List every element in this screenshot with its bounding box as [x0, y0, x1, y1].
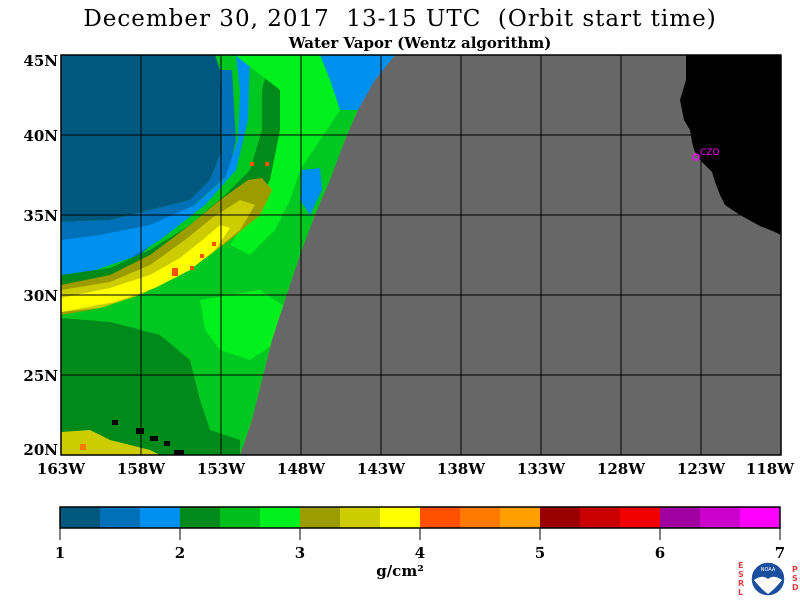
lat-label: 25N [23, 367, 58, 385]
map-frame [60, 54, 782, 456]
land-region [680, 55, 781, 235]
logo-letter: S [792, 574, 798, 583]
graticule [61, 55, 781, 455]
lon-label: 153W [196, 460, 246, 478]
lat-label: 40N [23, 127, 58, 145]
lat-label: 20N [23, 441, 58, 459]
map-subtitle: Water Vapor (Wentz algorithm) [288, 34, 552, 52]
lat-label: 45N [23, 52, 58, 70]
logo-letter: L [738, 588, 744, 597]
colorbar-unit: g/cm² [376, 562, 424, 580]
colorbar-tick-label: 7 [774, 544, 786, 562]
lat-label: 30N [23, 287, 58, 305]
logo-letter: S [738, 570, 744, 579]
lon-label: 143W [356, 460, 406, 478]
logo-letter: P [792, 565, 798, 574]
light-blue-band [61, 55, 250, 278]
lower-green [61, 318, 240, 455]
lon-label: 128W [596, 460, 646, 478]
orange-pixel [265, 162, 269, 166]
colorbar-tick-label: 2 [174, 544, 186, 562]
upper-blue-wedge [320, 55, 395, 110]
colorbar-tick-label: 1 [54, 544, 66, 562]
colorbar-tick-label: 4 [414, 544, 426, 562]
logo-letter: E [738, 561, 744, 570]
yellow-olive-band [61, 200, 255, 312]
orange-pixel [200, 254, 204, 258]
orange-pixel [190, 266, 194, 270]
colorbar-tick-label: 6 [654, 544, 666, 562]
orange-pixel [80, 444, 86, 450]
noaa-gull [754, 576, 782, 594]
orange-pixel [250, 162, 254, 166]
island [174, 450, 184, 455]
island [164, 441, 170, 446]
lon-label: 158W [116, 460, 166, 478]
map-title: December 30, 2017 13-15 UTC (Orbit start… [83, 6, 717, 32]
island [150, 436, 158, 441]
station-marker [692, 153, 700, 161]
orange-pixel [212, 242, 216, 246]
lon-label: 138W [436, 460, 486, 478]
no-data-region [240, 55, 781, 455]
lon-label: 123W [676, 460, 726, 478]
lon-label: 148W [276, 460, 326, 478]
lon-label: 163W [36, 460, 86, 478]
bright-green-lower [200, 290, 290, 360]
mid-blue-wedge [300, 168, 322, 215]
island [136, 428, 144, 434]
noaa-logo: E S R L NOAA P S D [738, 558, 799, 598]
lon-label: 118W [745, 460, 795, 478]
orange-pixel [172, 268, 178, 276]
logo-letter: D [792, 583, 799, 592]
logo-letter: R [738, 579, 745, 588]
blue-band [61, 70, 236, 275]
colorbar-tick-label: 3 [294, 544, 306, 562]
island [112, 420, 118, 425]
colorbar-tick-label: 5 [534, 544, 546, 562]
station-label: CZD [700, 148, 719, 158]
lon-label: 133W [516, 460, 566, 478]
yellow-core [61, 225, 230, 312]
lat-label: 35N [23, 207, 58, 225]
noaa-text: NOAA [761, 567, 776, 573]
